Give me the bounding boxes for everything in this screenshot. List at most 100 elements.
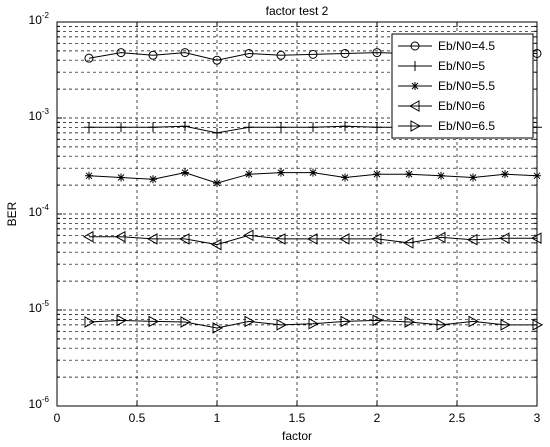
data-point [402,237,414,249]
star-marker-shape [181,168,189,177]
star-marker-shape [373,170,381,179]
legend-marker [410,41,420,51]
legend-label: Eb/N0=5.5 [438,79,495,93]
data-point [533,171,541,180]
data-point [84,316,96,328]
star-marker-shape [437,171,445,180]
plus-marker-shape [212,127,222,138]
y-tick-label: 10-6 [29,395,50,411]
data-point [82,230,94,243]
data-point [308,49,318,59]
y-tick-label: 10-2 [29,11,50,27]
circle-marker-shape [212,55,222,65]
data-point [244,48,254,58]
triangle-left-marker-shape [408,100,420,112]
triangle-left-marker-shape [114,230,126,243]
triangle-left-marker-shape [466,233,478,246]
data-point [370,233,382,245]
series-line [88,319,537,329]
circle-marker-shape [308,49,318,59]
data-point [116,122,126,133]
series-3 [85,168,541,188]
data-point [308,122,318,133]
y-tick-label: 10-5 [29,299,50,315]
y-tick-label: 10-4 [29,203,50,219]
triangle-left-marker-shape [82,230,94,243]
data-point [213,179,221,188]
plus-marker-shape [372,122,382,133]
triangle-right-marker-shape [372,314,384,327]
data-point [180,121,190,132]
data-point [341,173,349,182]
data-point [404,316,416,328]
chart-title: factor test 2 [266,4,329,18]
star-marker-shape [277,168,285,177]
star-marker-shape [117,173,125,182]
data-point [146,233,158,245]
star-marker-shape [469,173,477,182]
data-point [114,230,126,243]
circle-marker-shape [116,48,126,58]
x-axis-label: factor [282,429,312,443]
data-point [276,122,286,133]
data-point [466,233,478,246]
star-marker-shape [245,170,253,179]
triangle-right-marker-shape [468,315,480,328]
triangle-right-marker-shape [116,314,128,327]
triangle-left-marker-shape [146,233,158,245]
data-point [277,168,285,177]
triangle-right-marker-shape [404,316,416,328]
plus-marker-shape [340,121,350,132]
star-marker-shape [411,82,419,90]
legend-marker [411,82,419,90]
legend-marker [410,61,420,71]
legend-item: Eb/N0=4.5 [398,39,495,53]
data-point [532,319,544,331]
data-point [469,173,477,182]
data-point [532,122,542,133]
triangle-left-marker-shape [306,233,318,245]
plus-marker-shape [532,122,542,133]
data-point [148,315,160,328]
plus-marker-shape [244,122,254,133]
plus-marker-shape [308,122,318,133]
data-point [500,319,512,331]
circle-marker-shape [244,48,254,58]
data-point [436,319,448,331]
circle-marker-shape [276,50,286,60]
legend-marker [408,100,420,112]
plus-marker-shape [410,61,420,71]
star-marker-shape [405,170,413,179]
data-point [84,122,94,133]
data-point [372,122,382,133]
star-marker-shape [533,171,541,180]
data-point [116,314,128,327]
star-marker-shape [501,170,509,179]
data-point [84,53,94,63]
legend-item: Eb/N0=6.5 [398,119,495,133]
legend-label: Eb/N0=6.5 [438,119,495,133]
triangle-right-marker-shape [276,319,288,331]
data-point [501,170,509,179]
triangle-left-marker-shape [338,233,350,245]
plus-marker-shape [116,122,126,133]
axis-ticks: 0 0.5 1 1.5 2 2.5 3 10-6 10-5 10-4 10-3 10-2 [29,11,541,425]
data-point [338,233,350,245]
circle-marker-shape [410,41,420,51]
triangle-left-marker-shape [274,233,286,245]
data-point [372,314,384,327]
data-point [340,315,352,328]
triangle-right-marker-shape [436,319,448,331]
triangle-right-marker-shape [340,315,352,328]
x-tick-label: 0.5 [129,411,146,425]
legend-label: Eb/N0=5 [438,59,485,73]
plus-marker-shape [276,122,286,133]
circle-marker-shape [84,53,94,63]
legend-label: Eb/N0=6 [438,99,485,113]
triangle-left-marker-shape [402,237,414,249]
data-point [437,171,445,180]
star-marker-shape [341,173,349,182]
data-point [212,55,222,65]
data-point [148,122,158,133]
